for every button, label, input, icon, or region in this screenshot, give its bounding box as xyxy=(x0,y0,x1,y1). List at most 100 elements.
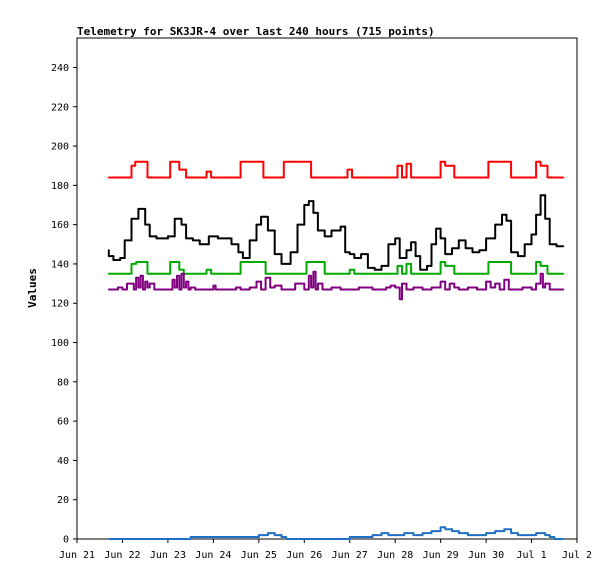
series-0-point-2 xyxy=(134,164,137,167)
series-3-point-49 xyxy=(357,288,360,291)
series-4-point-26 xyxy=(467,532,469,535)
y-tick-label-1: 20 xyxy=(57,495,69,506)
series-4-point-20 xyxy=(421,534,424,536)
series-4-point-12 xyxy=(326,538,328,540)
x-tick-label-0: Jun 21 xyxy=(59,550,95,561)
series-3-point-11 xyxy=(148,286,151,289)
series-3-point-46 xyxy=(321,282,324,285)
series-1-point-38 xyxy=(353,253,356,256)
series-2-point-17 xyxy=(264,261,267,263)
series-3-point-42 xyxy=(310,274,312,277)
series-3-point-76 xyxy=(535,288,537,291)
series-3-point-45 xyxy=(317,288,319,291)
series-1-point-59 xyxy=(478,251,481,254)
series-1-point-34 xyxy=(330,235,333,238)
series-4-point-5 xyxy=(235,536,237,538)
series-2-point-36 xyxy=(457,272,460,275)
series-2-point-6 xyxy=(169,272,172,275)
series-1-point-30 xyxy=(307,204,310,206)
series-1-point-22 xyxy=(255,239,258,242)
series-3-point-10 xyxy=(146,280,149,283)
series-3-point-38 xyxy=(285,288,287,291)
series-3-point-30 xyxy=(239,286,242,289)
y-tick-label-9: 180 xyxy=(51,181,69,192)
series-0-point-48 xyxy=(562,176,565,179)
series-4-point-15 xyxy=(380,534,383,536)
series-1-point-57 xyxy=(464,239,467,242)
series-2-point-33 xyxy=(439,272,442,275)
series-2-point-9 xyxy=(182,268,185,271)
series-3-point-43 xyxy=(312,286,315,289)
series-3-point-31 xyxy=(248,288,251,291)
series-1-point-39 xyxy=(360,257,362,259)
series-4-point-34 xyxy=(535,534,537,536)
series-1-point-18 xyxy=(230,237,233,240)
series-2-point-38 xyxy=(494,261,497,263)
chart-title: Telemetry for SK3JR-4 over last 240 hour… xyxy=(77,25,435,38)
series-0-point-22 xyxy=(310,160,312,163)
series-1-point-8 xyxy=(155,235,158,238)
series-3-point-4 xyxy=(132,282,135,285)
series-3-point-6 xyxy=(137,276,140,279)
series-2-point-24 xyxy=(348,272,351,275)
series-1-point-60 xyxy=(485,249,487,252)
series-1-point-69 xyxy=(539,213,542,216)
series-3-point-55 xyxy=(401,298,403,301)
series-group xyxy=(107,160,565,540)
series-0-point-1 xyxy=(130,176,133,179)
series-0-point-40 xyxy=(487,176,490,179)
series-2-point-10 xyxy=(198,272,201,275)
series-4-point-11 xyxy=(303,538,306,540)
x-tick-label-10: Jul 1 xyxy=(516,550,546,561)
series-3-point-64 xyxy=(457,286,460,289)
series-2-point-26 xyxy=(360,272,362,275)
series-1-point-7 xyxy=(148,223,151,226)
series-0-point-34 xyxy=(417,176,419,179)
series-3-point-59 xyxy=(430,288,433,291)
series-1-point-71 xyxy=(548,217,551,220)
series-3-point-34 xyxy=(264,288,267,291)
series-2-point-30 xyxy=(405,272,408,275)
series-1-point-35 xyxy=(339,229,342,232)
series-3-point-73 xyxy=(512,288,515,291)
series-4-point-8 xyxy=(273,532,276,535)
series-1-point-27 xyxy=(289,263,292,265)
x-tick-label-7: Jun 28 xyxy=(377,550,413,561)
series-1-point-5 xyxy=(137,217,140,220)
series-0-point-29 xyxy=(371,176,374,179)
series-2-point-18 xyxy=(269,272,272,275)
series-0-point-47 xyxy=(553,176,556,179)
x-tick-label-5: Jun 26 xyxy=(286,550,322,561)
series-2-point-28 xyxy=(396,272,399,275)
series-1-point-14 xyxy=(198,239,201,242)
series-2-point-1 xyxy=(130,272,133,275)
y-axis-label: Values xyxy=(26,268,39,308)
series-2-point-20 xyxy=(305,272,308,275)
series-0-point-18 xyxy=(267,176,269,179)
series-4-point-32 xyxy=(517,532,519,535)
series-1-point-24 xyxy=(267,215,269,218)
series-3-point-27 xyxy=(217,288,219,291)
series-0-point-4 xyxy=(146,160,149,163)
series-2-point-8 xyxy=(178,261,181,263)
series-4-point-38 xyxy=(562,538,565,540)
series-2-point-25 xyxy=(353,268,356,271)
series-4-point-36 xyxy=(548,534,551,536)
series-1-point-41 xyxy=(373,266,376,269)
series-1-point-32 xyxy=(317,211,319,214)
series-3-point-24 xyxy=(198,288,201,291)
series-line-2 xyxy=(108,261,564,275)
series-0-point-10 xyxy=(198,176,201,179)
series-3-point-21 xyxy=(187,280,190,283)
series-1-point-37 xyxy=(348,251,351,254)
series-0-point-0 xyxy=(107,176,110,179)
series-1-point-26 xyxy=(280,253,283,256)
series-0-point-41 xyxy=(494,160,497,163)
series-1-point-58 xyxy=(471,247,474,250)
series-2-point-34 xyxy=(444,261,447,263)
series-3-point-26 xyxy=(214,284,217,287)
series-4-point-1 xyxy=(144,538,147,540)
y-tick-label-5: 100 xyxy=(51,338,69,349)
series-3-point-58 xyxy=(421,286,424,289)
series-0-point-31 xyxy=(401,164,403,167)
